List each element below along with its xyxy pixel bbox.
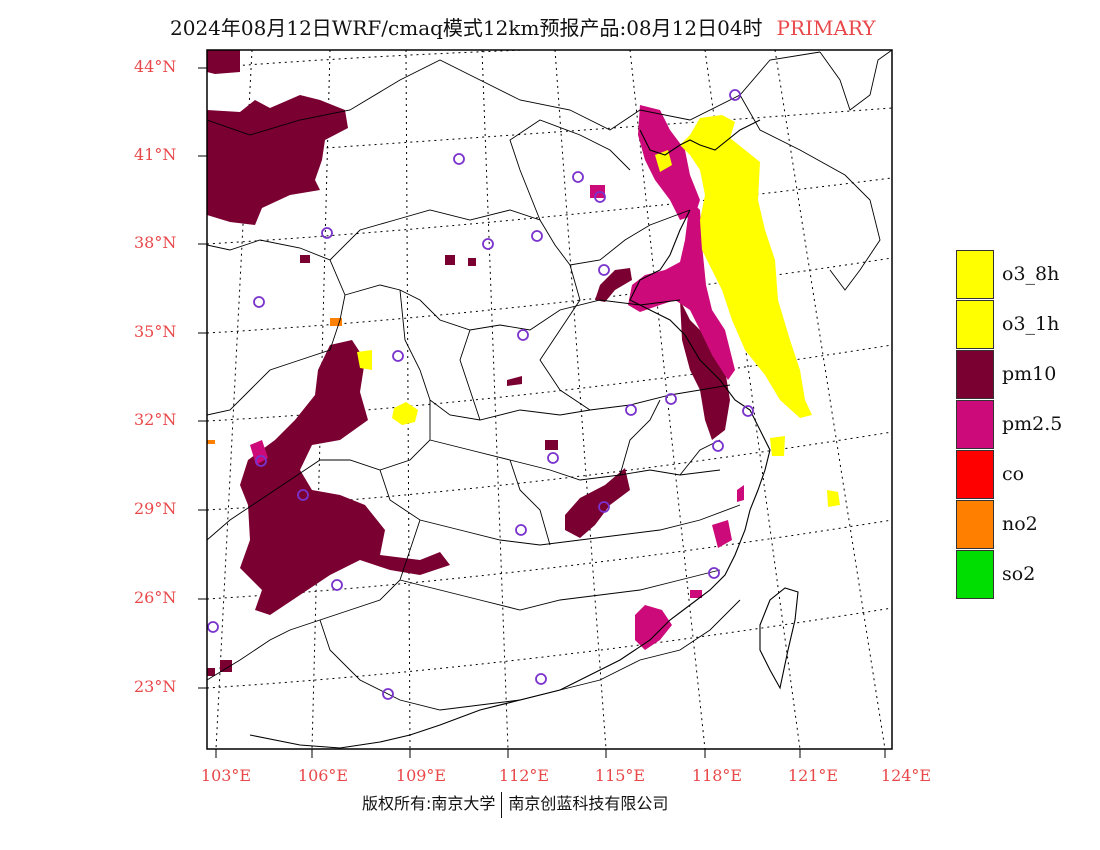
legend-item-pm10: pm10: [956, 349, 1062, 399]
legend: o3_8h o3_1h pm10 pm2.5 co no2 so2: [956, 249, 1062, 599]
axis-ticks: [198, 67, 886, 758]
pm10-areas: [207, 50, 730, 676]
lon-label: 118°E: [691, 766, 743, 785]
title-main: 2024年08月12日WRF/cmaq模式12km预报产品:08月12日04时: [170, 16, 763, 40]
legend-label: so2: [1002, 563, 1036, 585]
legend-item-o3-1h: o3_1h: [956, 299, 1062, 349]
lon-label: 112°E: [498, 766, 550, 785]
legend-swatch: [956, 249, 994, 299]
lon-label: 121°E: [787, 766, 839, 785]
legend-label: o3_8h: [1002, 263, 1060, 285]
legend-item-so2: so2: [956, 549, 1062, 599]
map-frame: [206, 49, 893, 750]
copyright-footer: 版权所有:南京大学 南京创蓝科技有限公司: [362, 790, 668, 818]
footer-right: 南京创蓝科技有限公司: [508, 794, 669, 813]
lon-label: 106°E: [297, 766, 349, 785]
lon-label: 109°E: [395, 766, 447, 785]
legend-swatch: [956, 449, 994, 499]
footer-left: 版权所有:南京大学: [362, 794, 496, 813]
o3-areas: [357, 115, 840, 507]
footer-separator: [501, 791, 503, 818]
legend-item-no2: no2: [956, 499, 1062, 549]
map-title: 2024年08月12日WRF/cmaq模式12km预报产品:08月12日04时 P…: [170, 12, 876, 41]
legend-swatch: [956, 299, 994, 349]
legend-swatch: [956, 499, 994, 549]
legend-swatch: [956, 399, 994, 449]
legend-label: co: [1002, 463, 1025, 485]
lat-label: 26°N: [134, 588, 177, 607]
legend-item-o3-8h: o3_8h: [956, 249, 1062, 299]
province-boundaries: [207, 50, 892, 711]
title-tag: PRIMARY: [776, 16, 876, 40]
legend-label: no2: [1002, 513, 1038, 535]
coastline: [249, 119, 799, 749]
station-markers: [207, 89, 754, 700]
lon-label: 115°E: [594, 766, 646, 785]
lon-label: 124°E: [880, 766, 932, 785]
lon-label: 103°E: [200, 766, 252, 785]
legend-label: pm2.5: [1002, 413, 1063, 435]
legend-item-co: co: [956, 449, 1062, 499]
legend-label: o3_1h: [1002, 313, 1060, 335]
legend-item-pm25: pm2.5: [956, 399, 1062, 449]
no2-areas: [207, 318, 342, 444]
legend-swatch: [956, 349, 994, 399]
lat-label: 29°N: [134, 499, 177, 518]
lat-label: 41°N: [134, 145, 177, 164]
lat-label: 23°N: [134, 677, 177, 696]
lat-label: 32°N: [134, 410, 177, 429]
lat-label: 44°N: [134, 57, 177, 76]
legend-swatch: [956, 549, 994, 599]
lat-label: 35°N: [134, 322, 177, 341]
lat-label: 38°N: [134, 233, 177, 252]
legend-label: pm10: [1002, 363, 1057, 385]
